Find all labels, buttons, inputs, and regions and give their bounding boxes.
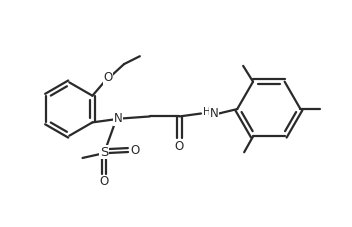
Text: O: O	[103, 72, 113, 84]
Text: O: O	[175, 140, 184, 153]
Text: H: H	[203, 106, 211, 116]
Text: O: O	[100, 175, 109, 188]
Text: S: S	[100, 146, 108, 158]
Text: N: N	[209, 107, 218, 120]
Text: N: N	[114, 112, 122, 125]
Text: O: O	[130, 143, 139, 157]
